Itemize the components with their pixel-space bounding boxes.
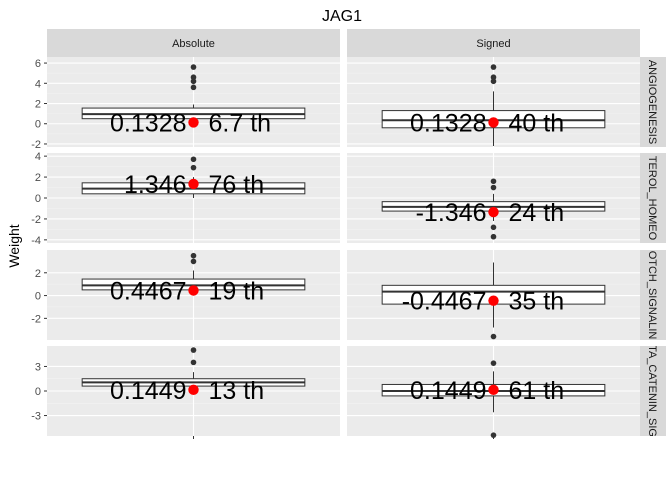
outlier-point — [190, 164, 197, 171]
outlier-point — [490, 333, 497, 340]
outlier-point — [490, 224, 497, 231]
highlight-point — [188, 117, 199, 128]
row-strip-bg — [640, 57, 666, 147]
highlight-rank-label: 24 th — [509, 199, 565, 227]
highlight-rank-label: 35 th — [509, 288, 565, 316]
highlight-rank-label: 61 th — [509, 377, 565, 405]
highlight-rank-label: 6.7 th — [209, 109, 272, 137]
y-tick-label: 4 — [35, 78, 41, 90]
row-strip-bg — [640, 153, 666, 243]
row-strip: OTCH_SIGNALIN — [640, 250, 666, 340]
highlight-point — [488, 117, 499, 128]
y-tick-label: 6 — [35, 58, 41, 70]
highlight-rank-label: 40 th — [509, 109, 565, 137]
outlier-point — [490, 74, 497, 81]
highlight-value-label: 0.1449 — [110, 377, 186, 405]
y-tick-label: 0 — [35, 386, 41, 398]
highlight-value-label: 0.1449 — [410, 377, 486, 405]
column-strip-label: Signed — [476, 38, 510, 50]
highlight-point — [188, 178, 199, 190]
highlight-value-label: -0.4467 — [402, 288, 487, 316]
y-axis-label: Weight — [6, 224, 22, 267]
highlight-rank-label: 19 th — [209, 277, 265, 305]
row-strip-bg — [640, 250, 666, 340]
y-tick-label: -4 — [31, 235, 41, 247]
highlight-point — [488, 384, 499, 396]
highlight-value-label: -1.346 — [416, 199, 487, 227]
outlier-point — [490, 233, 497, 240]
y-tick-label: 3 — [35, 361, 41, 373]
outlier-point — [190, 347, 197, 353]
outlier-point — [190, 78, 197, 85]
column-strip-label: Absolute — [172, 38, 215, 50]
highlight-rank-label: 13 th — [209, 377, 265, 405]
highlight-point — [488, 295, 499, 306]
highlight-point — [188, 285, 199, 296]
highlight-rank-label: 76 th — [209, 171, 265, 199]
outlier-point — [490, 184, 497, 191]
y-tick-label: 0 — [35, 291, 41, 303]
row-strip: ANGIOGENESIS — [640, 57, 666, 147]
outlier-point — [190, 359, 197, 366]
highlight-value-label: 1.346 — [124, 171, 187, 199]
y-tick-label: 0 — [35, 193, 41, 205]
row-strip: TEROL_HOMEO — [640, 153, 666, 243]
outlier-point — [190, 156, 197, 163]
y-tick-label: 0 — [35, 119, 41, 131]
column-strip — [47, 29, 340, 57]
row-strip-label: TA_CATENIN_SIG — [646, 345, 658, 437]
row-strip-text-group: ANGIOGENESIS — [646, 60, 658, 144]
outlier-point — [490, 78, 497, 85]
chart-title: JAG1 — [322, 8, 362, 25]
highlight-value-label: 0.1328 — [410, 109, 486, 137]
outlier-point — [490, 360, 497, 366]
outlier-point — [190, 64, 197, 70]
outlier-point — [490, 432, 497, 438]
y-tick-label: -3 — [31, 411, 41, 423]
row-strip-label: ANGIOGENESIS — [646, 60, 658, 144]
highlight-point — [488, 206, 499, 218]
y-tick-label: 2 — [35, 172, 41, 184]
highlight-point — [188, 384, 199, 396]
outlier-point — [190, 258, 197, 265]
row-strip-label: TEROL_HOMEO — [646, 156, 658, 241]
outlier-point — [190, 84, 197, 91]
row-strip-text-group: TA_CATENIN_SIG — [646, 345, 658, 437]
y-tick-label: -2 — [31, 214, 41, 226]
y-tick-label: 2 — [35, 99, 41, 111]
row-strip: TA_CATENIN_SIG — [640, 345, 666, 437]
y-tick-label: -2 — [31, 313, 41, 325]
row-strip-label: OTCH_SIGNALIN — [646, 251, 658, 340]
row-strip-text-group: TEROL_HOMEO — [646, 156, 658, 241]
y-tick-label: 4 — [35, 151, 41, 163]
highlight-value-label: 0.4467 — [110, 277, 186, 305]
highlight-value-label: 0.1328 — [110, 109, 186, 137]
outlier-point — [490, 178, 497, 185]
row-strip-text-group: OTCH_SIGNALIN — [646, 251, 658, 340]
facet-panels: Absolute Signed ANGIOGENESIS TEROL_HOMEO OTC… — [31, 29, 666, 439]
y-tick-label: -2 — [31, 139, 41, 151]
outlier-point — [490, 64, 497, 70]
outlier-point — [190, 74, 197, 81]
row-strip-bg — [640, 346, 666, 436]
column-strip — [347, 29, 640, 57]
outlier-point — [190, 252, 197, 259]
y-tick-label: 2 — [35, 268, 41, 280]
